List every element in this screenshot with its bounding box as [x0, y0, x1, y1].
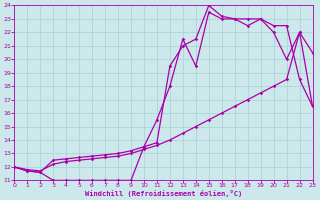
X-axis label: Windchill (Refroidissement éolien,°C): Windchill (Refroidissement éolien,°C) [85, 190, 242, 197]
